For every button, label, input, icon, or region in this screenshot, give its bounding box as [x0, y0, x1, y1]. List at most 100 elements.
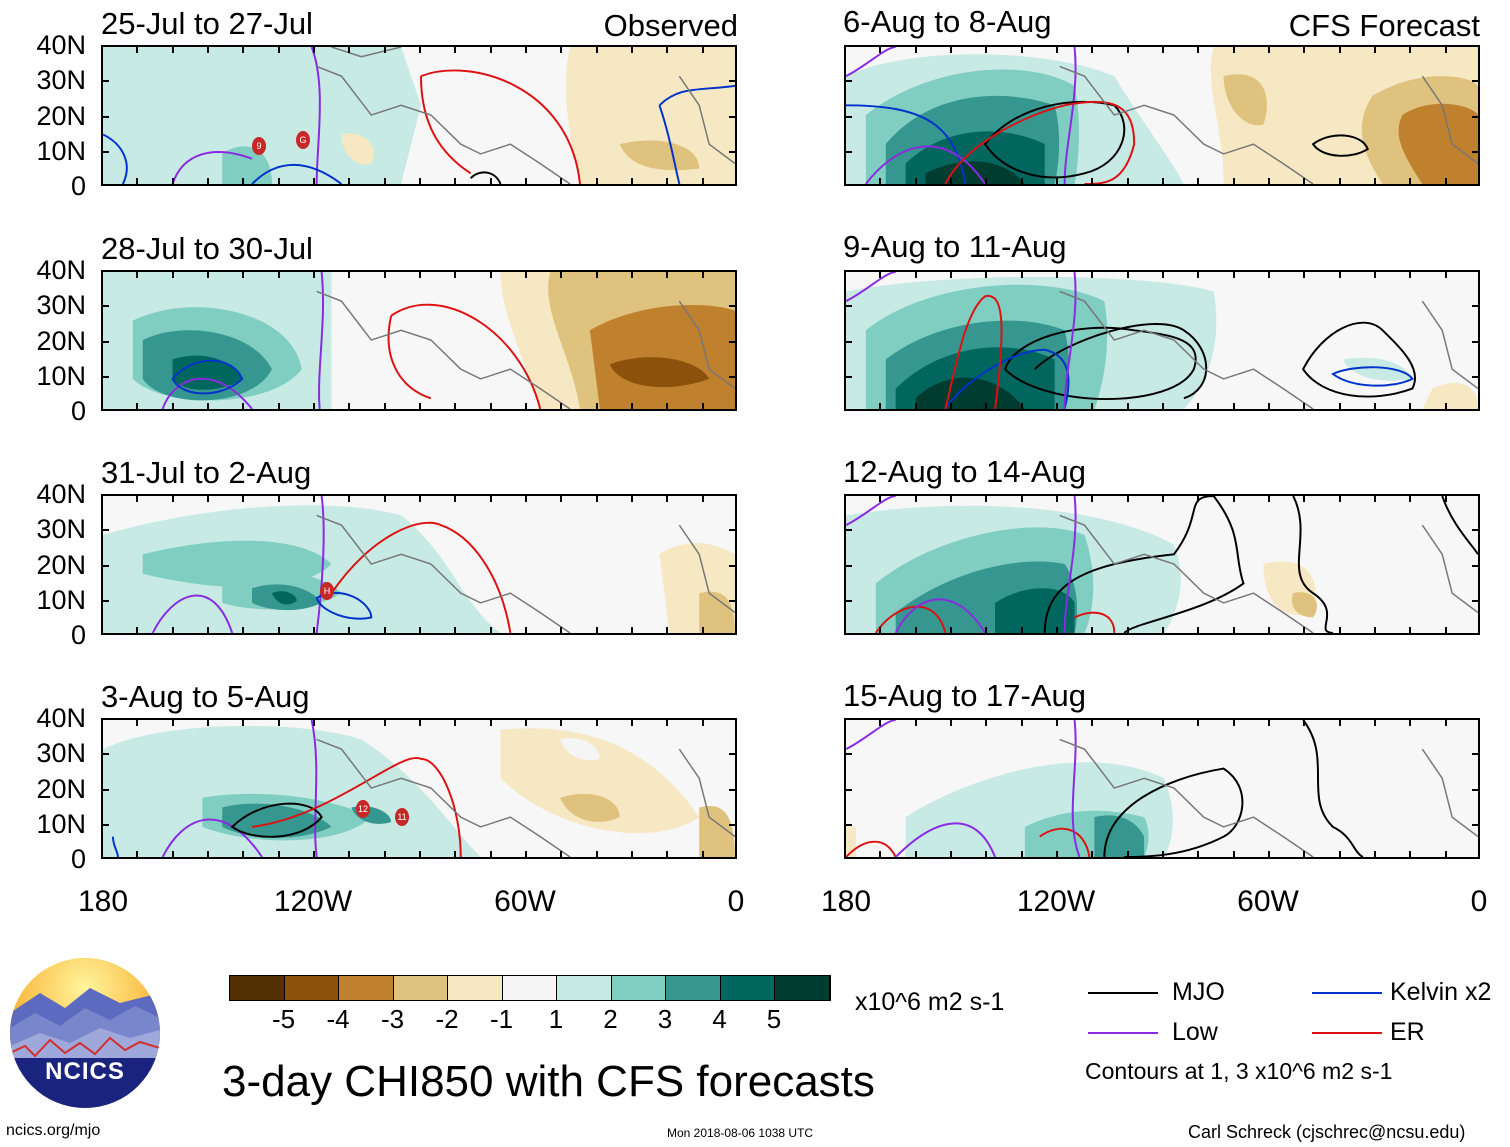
axis-tick [313, 627, 315, 635]
axis-tick [242, 45, 245, 53]
axis-tick [1268, 403, 1270, 411]
y-axis-label: 10N [36, 360, 86, 391]
axis-tick [171, 178, 174, 186]
axis-tick [879, 851, 882, 859]
axis-tick [985, 494, 988, 502]
axis-tick [454, 45, 457, 53]
axis-tick [985, 718, 988, 726]
axis-tick [985, 45, 988, 53]
axis-tick [419, 851, 421, 859]
axis-tick [1232, 403, 1235, 411]
axis-tick [419, 718, 421, 726]
panel-title-right-2: 9-Aug to 11-Aug [843, 229, 1067, 264]
axis-tick [844, 529, 852, 532]
axis-tick [1374, 494, 1376, 502]
axis-tick [666, 178, 669, 186]
axis-tick [171, 403, 174, 411]
axis-tick [914, 403, 917, 411]
axis-tick [1374, 627, 1376, 635]
axis-tick [525, 270, 527, 278]
axis-tick [1268, 178, 1270, 186]
axis-tick [242, 403, 245, 411]
axis-tick [101, 823, 109, 826]
y-axis-label: 20N [36, 325, 86, 356]
axis-tick [101, 564, 109, 567]
axis-tick [1056, 270, 1058, 278]
axis-tick [419, 45, 421, 53]
colorbar-swatch [611, 976, 666, 1000]
y-axis-label: 30N [36, 65, 86, 96]
axis-tick [1303, 45, 1306, 53]
axis-tick [101, 599, 109, 602]
axis-tick [950, 494, 952, 502]
colorbar-swatch [557, 976, 612, 1000]
colorbar-units: x10^6 m2 s-1 [855, 988, 1005, 1016]
axis-tick [242, 627, 245, 635]
colorbar-swatch [775, 976, 830, 1000]
axis-tick [1197, 178, 1200, 186]
axis-tick [1197, 494, 1200, 502]
axis-tick [595, 403, 598, 411]
axis-tick [136, 403, 139, 411]
axis-tick [1162, 403, 1164, 411]
x-axis-label: 0 [1470, 885, 1488, 918]
map-panel-left-2 [101, 270, 737, 411]
axis-tick [914, 718, 917, 726]
axis-tick [207, 627, 209, 635]
axis-tick [348, 494, 351, 502]
axis-tick [1197, 403, 1200, 411]
y-axis-label: 0 [70, 620, 86, 650]
axis-tick [1444, 45, 1447, 53]
axis-tick [560, 270, 563, 278]
axis-tick [207, 45, 209, 53]
axis-tick [489, 403, 492, 411]
axis-tick [489, 270, 492, 278]
axis-tick [1232, 45, 1235, 53]
axis-tick [313, 270, 315, 278]
axis-tick [914, 178, 917, 186]
axis-tick [631, 627, 633, 635]
axis-tick [277, 718, 280, 726]
axis-tick [1444, 178, 1447, 186]
axis-tick [879, 403, 882, 411]
axis-tick [348, 627, 351, 635]
y-axis-label: 40N [36, 255, 86, 285]
axis-tick [950, 627, 952, 635]
logo-text: NCICS [45, 1058, 125, 1085]
axis-tick [419, 494, 421, 502]
axis-tick [277, 627, 280, 635]
axis-tick [1020, 627, 1023, 635]
map-panel-left-4 [101, 718, 737, 859]
axis-tick [242, 851, 245, 859]
axis-tick [1197, 270, 1200, 278]
panel-title-left-3: 31-Jul to 2-Aug [101, 455, 312, 490]
x-axis-label: 120W [273, 885, 353, 918]
axis-tick [383, 627, 386, 635]
axis-tick [313, 494, 315, 502]
axis-tick [525, 45, 527, 53]
axis-tick [489, 718, 492, 726]
axis-tick [1056, 45, 1058, 53]
axis-tick [1472, 823, 1480, 826]
axis-tick [1303, 718, 1306, 726]
axis-tick [383, 494, 386, 502]
axis-tick [454, 851, 457, 859]
axis-tick [383, 718, 386, 726]
axis-tick [879, 627, 882, 635]
axis-tick [879, 270, 882, 278]
axis-tick [525, 403, 527, 411]
axis-tick [277, 45, 280, 53]
axis-tick [729, 564, 737, 567]
axis-tick [1056, 494, 1058, 502]
axis-tick [950, 178, 952, 186]
axis-tick [101, 375, 109, 378]
axis-tick [1303, 851, 1306, 859]
map-panel-right-3 [844, 494, 1480, 635]
axis-tick [1232, 178, 1235, 186]
axis-tick [1338, 494, 1341, 502]
axis-tick [844, 788, 852, 791]
axis-tick [525, 718, 527, 726]
axis-tick [844, 115, 852, 118]
axis-tick [1268, 718, 1270, 726]
axis-tick [489, 178, 492, 186]
